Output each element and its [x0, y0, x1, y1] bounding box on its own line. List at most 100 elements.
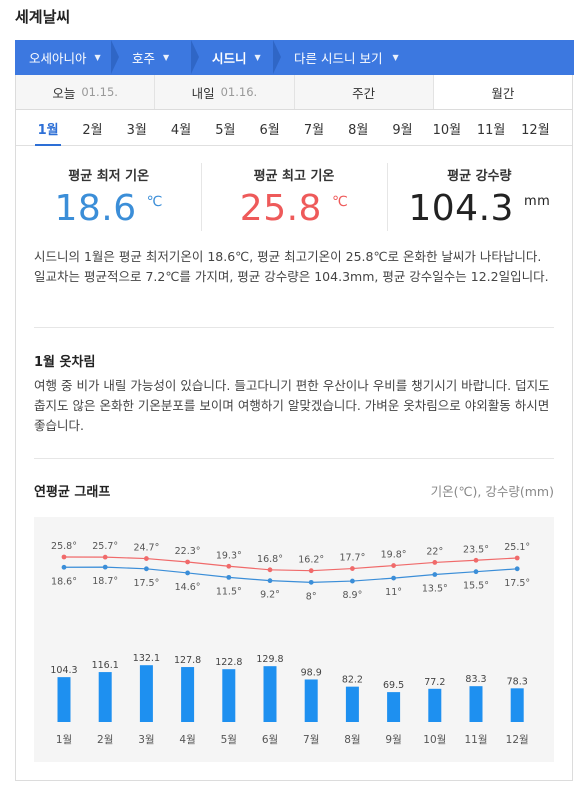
month-tab[interactable]: 7월: [303, 122, 325, 138]
tab-weekly[interactable]: 주간: [295, 75, 434, 109]
x-tick-label: 5월: [221, 734, 237, 746]
rain-label: 129.8: [256, 654, 283, 665]
day-tabs: 오늘 01.15. 내일 01.16. 주간 월간: [16, 75, 572, 110]
breadcrumb-other-city[interactable]: 다른 시드니 보기 ▼: [280, 40, 420, 75]
data-point: [144, 566, 149, 572]
breadcrumb-continent[interactable]: 오세아니아 ▼: [15, 40, 119, 75]
temp-label: 25.8°: [51, 541, 77, 552]
temp-label: 9.2°: [260, 590, 280, 601]
rain-label: 132.1: [133, 653, 160, 664]
x-tick-label: 12월: [506, 734, 529, 746]
data-point: [432, 572, 438, 577]
data-point: [144, 556, 149, 561]
divider: [34, 327, 554, 328]
stat-rain-value: 104.3 mm: [387, 188, 572, 229]
rain-bar: [263, 666, 277, 722]
month-tab[interactable]: 10월: [432, 122, 462, 138]
rain-bar: [181, 667, 195, 722]
annual-chart-svg: 25.8° 25.7° 24.7° 22.3° 19.3° 16.8° 16.2° 17.7°…: [50, 541, 530, 746]
stat-max-temp-value: 25.8 ℃: [201, 188, 386, 229]
rain-bar: [510, 688, 524, 722]
weather-card: 오세아니아 ▼ 호주 ▼ 시드니 ▼ 다른 시드니 보기 ▼ 오늘 01.15.…: [15, 40, 574, 781]
stat-min-temp-label: 평균 최저 기온: [68, 169, 150, 184]
temp-label: 23.5°: [463, 544, 489, 555]
data-point: [391, 575, 396, 581]
breadcrumb-country[interactable]: 호주 ▼: [118, 40, 199, 75]
divider: [34, 458, 554, 459]
rain-label: 82.2: [342, 675, 363, 686]
month-tab[interactable]: 12월: [521, 122, 550, 138]
rain-bar: [345, 686, 359, 722]
rain-label: 77.2: [424, 677, 445, 688]
stat-max-temp-number: 25.8: [239, 188, 322, 229]
temp-label: 19.3°: [216, 550, 242, 561]
rain-bar: [98, 672, 112, 722]
x-tick-label: 8월: [344, 734, 360, 746]
chevron-down-icon: ▼: [392, 53, 399, 62]
data-point: [267, 567, 273, 573]
monthly-stats: 평균 최저 기온 18.6 ℃ 평균 최고 기온 25.8 ℃ 평균 강수량 104…: [16, 159, 572, 239]
month-tab[interactable]: 4월: [170, 122, 192, 138]
temp-label: 22.3°: [175, 546, 201, 557]
month-tab[interactable]: 2월: [82, 122, 103, 138]
tab-today-date: 01.15.: [81, 85, 118, 99]
stat-max-temp: 평균 최고 기온 25.8 ℃: [201, 159, 386, 239]
month-tab[interactable]: 5월: [215, 122, 236, 138]
graph-title: 연평균 그래프: [34, 485, 111, 500]
x-tick-label: 11월: [464, 734, 487, 746]
tab-tomorrow-label: 내일: [191, 85, 215, 101]
breadcrumb: 오세아니아 ▼ 호주 ▼ 시드니 ▼ 다른 시드니 보기 ▼: [15, 40, 574, 75]
graph-units: 기온(℃), 강수량(mm): [430, 484, 554, 499]
tab-tomorrow-date: 01.16.: [220, 85, 258, 99]
rain-label: 116.1: [92, 660, 119, 671]
month-tab[interactable]: 8월: [348, 122, 369, 138]
temp-label: 19.8°: [381, 550, 407, 561]
tab-monthly[interactable]: 월간: [433, 75, 572, 109]
x-tick-label: 2월: [97, 734, 113, 746]
data-point: [308, 579, 314, 585]
rain-label: 78.3: [507, 676, 528, 687]
breadcrumb-city[interactable]: 시드니 ▼: [198, 40, 281, 75]
x-tick-label: 3월: [138, 734, 154, 746]
clothing-title: 1월 옷차림: [34, 355, 96, 370]
temp-label: 13.5°: [422, 584, 448, 595]
rain-label: 83.3: [465, 674, 486, 685]
tab-tomorrow[interactable]: 내일 01.16.: [155, 75, 295, 109]
tab-today[interactable]: 오늘 01.15.: [16, 75, 156, 109]
data-point: [432, 560, 438, 565]
data-point: [102, 564, 108, 570]
rain-label: 127.8: [174, 655, 201, 666]
data-point: [308, 568, 314, 574]
data-point: [61, 564, 67, 570]
annual-chart: 25.8° 25.7° 24.7° 22.3° 19.3° 16.8° 16.2° 17.7°…: [34, 517, 554, 762]
month-tabs: 1월 2월 3월 4월 5월 6월 7월 8월 9월 10월 11월 12월: [16, 111, 572, 146]
month-tab[interactable]: 6월: [259, 122, 280, 138]
month-tab[interactable]: 9월: [392, 122, 413, 138]
month-tab[interactable]: 1월: [26, 111, 70, 146]
data-point: [473, 569, 479, 575]
rain-bar: [57, 677, 71, 722]
data-point: [102, 554, 108, 560]
temp-label: 17.5°: [504, 578, 530, 589]
data-point: [226, 574, 232, 580]
breadcrumb-continent-label: 오세아니아: [29, 51, 87, 66]
x-tick-label: 10월: [423, 734, 446, 746]
temp-label: 18.7°: [92, 576, 118, 587]
clothing-text: 여행 중 비가 내릴 가능성이 있습니다. 들고다니기 편한 우산이나 우비를 …: [34, 378, 550, 433]
month-tab[interactable]: 11월: [476, 122, 506, 138]
x-tick-label: 4월: [179, 734, 195, 746]
x-tick-label: 7월: [303, 734, 319, 746]
temp-label: 25.1°: [504, 542, 530, 553]
month-tab[interactable]: 3월: [126, 122, 147, 138]
temp-label: 22°: [426, 546, 443, 557]
rain-bar: [304, 679, 318, 722]
data-point: [350, 566, 355, 571]
data-point: [473, 557, 479, 563]
stat-rain-label: 평균 강수량: [447, 169, 512, 184]
breadcrumb-country-label: 호주: [132, 51, 156, 66]
temp-label: 11°: [385, 587, 402, 598]
temp-label: 16.2°: [298, 555, 324, 566]
tab-monthly-label: 월간: [491, 85, 515, 101]
tab-today-label: 오늘: [52, 85, 76, 101]
temp-label: 16.8°: [257, 554, 283, 565]
